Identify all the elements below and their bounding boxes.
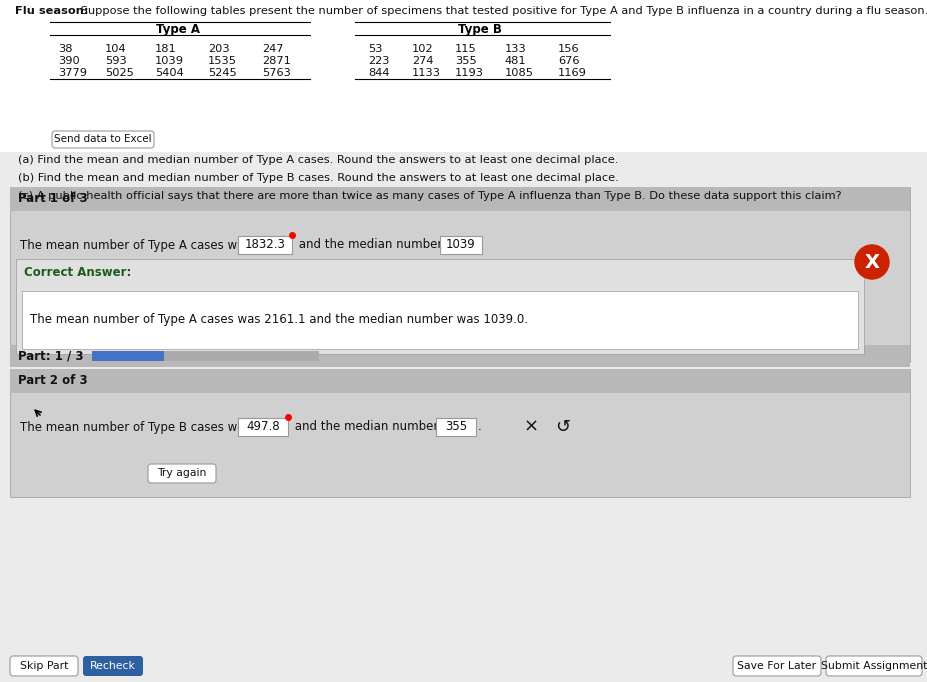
Text: 676: 676: [558, 56, 579, 66]
Text: 181: 181: [155, 44, 177, 54]
Bar: [436, 418, 476, 436]
Bar: [440, 236, 482, 254]
FancyBboxPatch shape: [83, 656, 143, 676]
Text: 5245: 5245: [208, 68, 236, 78]
Text: and the median number was: and the median number was: [295, 239, 473, 252]
Text: X: X: [865, 252, 880, 271]
Text: 133: 133: [505, 44, 527, 54]
FancyBboxPatch shape: [733, 656, 821, 676]
Bar: [10, 187, 910, 211]
Bar: [238, 418, 288, 436]
Bar: [10, 345, 910, 367]
Text: 156: 156: [558, 44, 579, 54]
Text: Submit Assignment: Submit Assignment: [820, 661, 927, 671]
Text: 5025: 5025: [105, 68, 133, 78]
Text: Part: 1 / 3: Part: 1 / 3: [18, 349, 83, 363]
Text: Save For Later: Save For Later: [738, 661, 817, 671]
Text: Part 2 of 3: Part 2 of 3: [18, 374, 88, 387]
Bar: [10, 187, 910, 362]
Text: ×: ×: [524, 418, 539, 436]
Bar: [238, 236, 292, 254]
Text: Try again: Try again: [158, 469, 207, 479]
Text: 115: 115: [455, 44, 476, 54]
Text: (b) Find the mean and median number of Type B cases. Round the answers to at lea: (b) Find the mean and median number of T…: [18, 173, 618, 183]
Text: (a) Find the mean and median number of Type A cases. Round the answers to at lea: (a) Find the mean and median number of T…: [18, 155, 618, 165]
Text: 1039: 1039: [446, 239, 476, 252]
Circle shape: [855, 245, 889, 279]
Text: The mean number of Type B cases was: The mean number of Type B cases was: [20, 421, 254, 434]
Bar: [10, 369, 910, 393]
Text: Skip Part: Skip Part: [19, 661, 69, 671]
Text: 104: 104: [105, 44, 127, 54]
Text: 355: 355: [445, 421, 467, 434]
Text: (c) A public health official says that there are more than twice as many cases o: (c) A public health official says that t…: [18, 191, 842, 201]
Text: 5404: 5404: [155, 68, 184, 78]
Text: 5763: 5763: [262, 68, 291, 78]
Text: Recheck: Recheck: [90, 661, 136, 671]
Text: 1535: 1535: [208, 56, 237, 66]
Text: 2871: 2871: [262, 56, 291, 66]
Text: 274: 274: [412, 56, 434, 66]
Text: Correct Answer:: Correct Answer:: [24, 267, 132, 280]
Text: Flu season:: Flu season:: [15, 6, 88, 16]
Text: 203: 203: [208, 44, 230, 54]
Text: 1169: 1169: [558, 68, 587, 78]
Bar: [164, 351, 319, 361]
Text: 1133: 1133: [412, 68, 441, 78]
FancyBboxPatch shape: [148, 464, 216, 483]
Text: 497.8: 497.8: [247, 421, 280, 434]
Bar: [92, 351, 164, 361]
Bar: [0, 650, 927, 682]
Text: and the median number was: and the median number was: [291, 421, 469, 434]
Text: 593: 593: [105, 56, 127, 66]
Text: Part 1 of 3: Part 1 of 3: [18, 192, 88, 205]
Text: Type B: Type B: [458, 23, 502, 36]
Text: 481: 481: [505, 56, 527, 66]
Text: The mean number of Type A cases was: The mean number of Type A cases was: [20, 239, 254, 252]
Text: ↺: ↺: [555, 418, 570, 436]
Text: The mean number of Type A cases was 2161.1 and the median number was 1039.0.: The mean number of Type A cases was 2161…: [30, 314, 528, 327]
Text: 355: 355: [455, 56, 476, 66]
Text: 53: 53: [368, 44, 383, 54]
Text: 844: 844: [368, 68, 389, 78]
Bar: [10, 369, 910, 497]
Text: 1085: 1085: [505, 68, 534, 78]
FancyBboxPatch shape: [52, 131, 154, 148]
Text: 247: 247: [262, 44, 284, 54]
Text: 1832.3: 1832.3: [245, 239, 286, 252]
Bar: [16, 259, 864, 354]
Text: .: .: [478, 421, 482, 434]
Bar: [0, 0, 927, 152]
Text: 102: 102: [412, 44, 434, 54]
Text: 38: 38: [58, 44, 72, 54]
Bar: [22, 291, 858, 349]
FancyBboxPatch shape: [826, 656, 922, 676]
FancyBboxPatch shape: [10, 656, 78, 676]
Text: 1193: 1193: [455, 68, 484, 78]
Text: Type A: Type A: [156, 23, 200, 36]
Text: Suppose the following tables present the number of specimens that tested positiv: Suppose the following tables present the…: [77, 6, 927, 16]
Text: Send data to Excel: Send data to Excel: [54, 134, 152, 145]
Text: 1039: 1039: [155, 56, 184, 66]
Text: 223: 223: [368, 56, 389, 66]
Text: 3779: 3779: [58, 68, 87, 78]
Text: 390: 390: [58, 56, 80, 66]
